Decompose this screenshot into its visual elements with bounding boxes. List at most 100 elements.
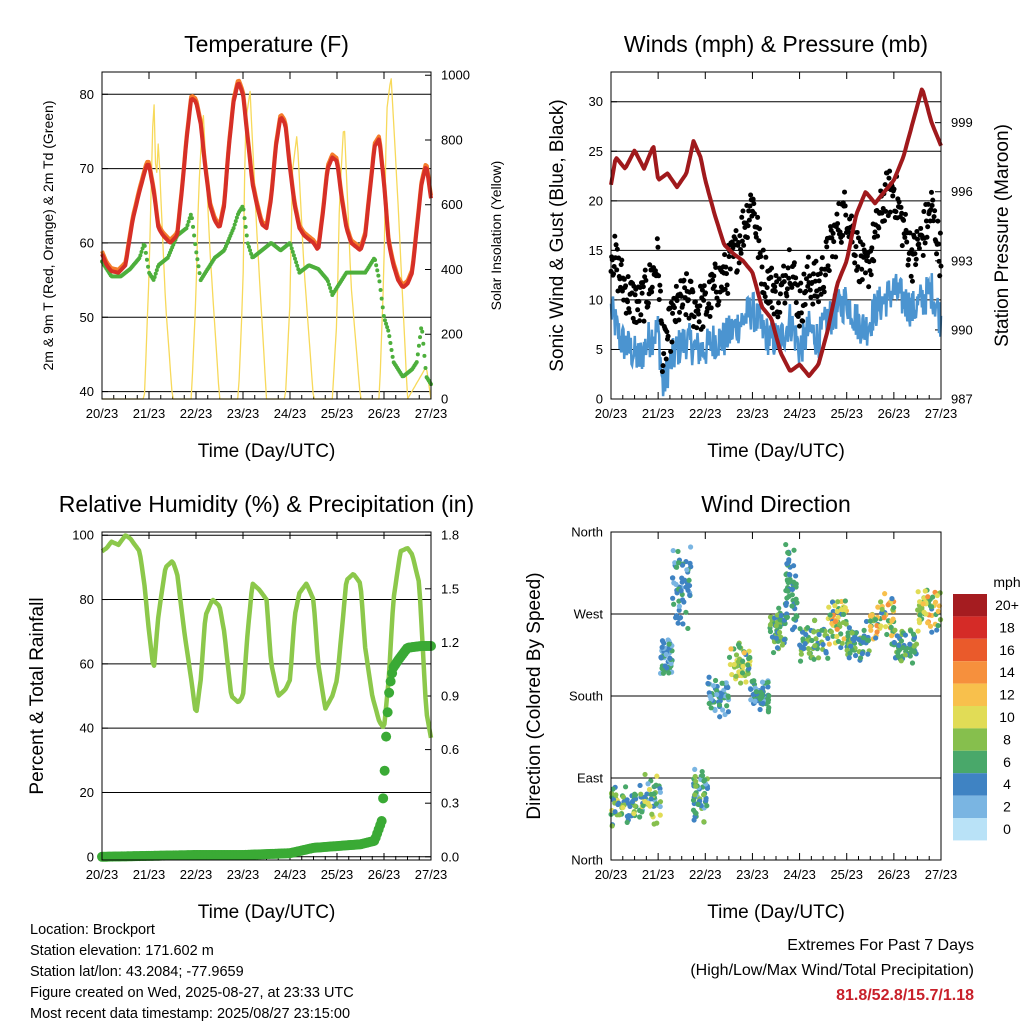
y-right-tick-label: 800 (441, 132, 463, 147)
gust-point (798, 310, 804, 316)
direction-point (927, 623, 934, 629)
direction-point (847, 650, 853, 656)
direction-point (838, 606, 845, 613)
gust-point (772, 288, 778, 294)
colorbar-swatch (953, 773, 987, 796)
gust-point (654, 236, 660, 242)
gust-point (755, 214, 761, 220)
extremes-subtitle: (High/Low/Max Wind/Total Precipitation) (690, 962, 974, 979)
gust-point (647, 262, 653, 268)
direction-point (892, 627, 898, 633)
dewpoint-point (386, 328, 391, 333)
gust-point (899, 243, 905, 249)
gust-point (744, 235, 750, 241)
gust-point (756, 238, 762, 244)
gust-point (673, 283, 679, 289)
gust-point (824, 244, 830, 250)
gust-point (611, 271, 617, 277)
y-tick-label: 60 (80, 656, 94, 671)
direction-point (840, 611, 847, 618)
dewpoint-point (384, 321, 389, 326)
direction-point (610, 786, 616, 792)
gust-point (632, 292, 638, 298)
y-right-tick-label: 1.8 (441, 528, 459, 543)
colorbar-swatch (953, 706, 987, 729)
direction-point (745, 662, 751, 668)
y-right-tick-label: 999 (951, 115, 973, 130)
gust-point (676, 317, 682, 323)
dewpoint-point (231, 226, 236, 231)
direction-point (690, 797, 697, 803)
gust-point (936, 258, 942, 264)
gust-point (626, 309, 632, 315)
colorbar-label: 20+ (995, 597, 1019, 613)
direction-point (693, 778, 699, 785)
colorbar-label: 0 (1003, 821, 1011, 837)
direction-point (797, 626, 803, 632)
gust-point (740, 208, 746, 214)
direction-point (911, 649, 918, 655)
gust-point (862, 270, 868, 276)
gust-point (937, 230, 943, 236)
dewpoint-point (328, 286, 333, 291)
direction-point (684, 567, 690, 573)
dewpoint-point (291, 253, 296, 258)
direction-point (867, 623, 874, 630)
dewpoint-point (377, 279, 382, 284)
x-axis-label: Time (Day/UTC) (707, 902, 845, 923)
gust-point (887, 168, 893, 174)
gust-point (921, 209, 927, 215)
x-tick-label: 23/23 (227, 867, 260, 882)
x-tick-label: 23/23 (227, 406, 260, 421)
direction-point (863, 618, 870, 625)
direction-point (657, 803, 663, 810)
direction-point (654, 773, 660, 779)
gust-point (928, 189, 934, 195)
gust-point (621, 276, 627, 282)
dewpoint-point (375, 268, 380, 273)
chart-title: Temperature (F) (184, 31, 349, 57)
direction-point (680, 621, 686, 627)
extremes-title: Extremes For Past 7 Days (787, 937, 974, 954)
gust-point (876, 225, 882, 231)
gust-point (713, 289, 719, 295)
gust-point (856, 235, 861, 241)
direction-point (769, 634, 776, 640)
y-right-tick-label: 0.0 (441, 849, 459, 864)
gust-point (697, 283, 703, 289)
gust-point (613, 242, 619, 248)
gust-point (681, 277, 687, 283)
gust-point (904, 239, 910, 245)
y-tick-label: 0 (87, 849, 94, 864)
x-tick-label: 22/23 (689, 867, 722, 882)
gust-point (671, 305, 677, 311)
y-tick-label: 25 (589, 144, 603, 159)
gust-point (826, 268, 832, 274)
direction-point (658, 654, 664, 660)
direction-point (923, 611, 929, 617)
dewpoint-point (421, 341, 426, 346)
direction-point (704, 803, 710, 809)
gust-point (782, 300, 788, 306)
direction-point (843, 621, 849, 627)
direction-point (894, 633, 900, 639)
direction-point (759, 679, 766, 685)
colorbar-swatch (953, 728, 987, 751)
gust-point (879, 210, 885, 216)
created-text: Figure created on Wed, 2025-08-27, at 23… (30, 985, 354, 1001)
gust-point (751, 201, 757, 207)
gust-point (930, 218, 936, 224)
direction-point (766, 693, 772, 699)
gust-point (713, 264, 719, 270)
colorbar-swatch (953, 616, 987, 639)
gust-point (830, 230, 836, 236)
gust-point (796, 323, 802, 329)
dewpoint-point (152, 275, 157, 280)
direction-point (653, 801, 660, 807)
gust-point (905, 262, 911, 268)
direction-point (662, 663, 668, 669)
plot-frame (101, 71, 432, 400)
dewpoint-point (233, 219, 238, 224)
precip-point (379, 765, 390, 776)
